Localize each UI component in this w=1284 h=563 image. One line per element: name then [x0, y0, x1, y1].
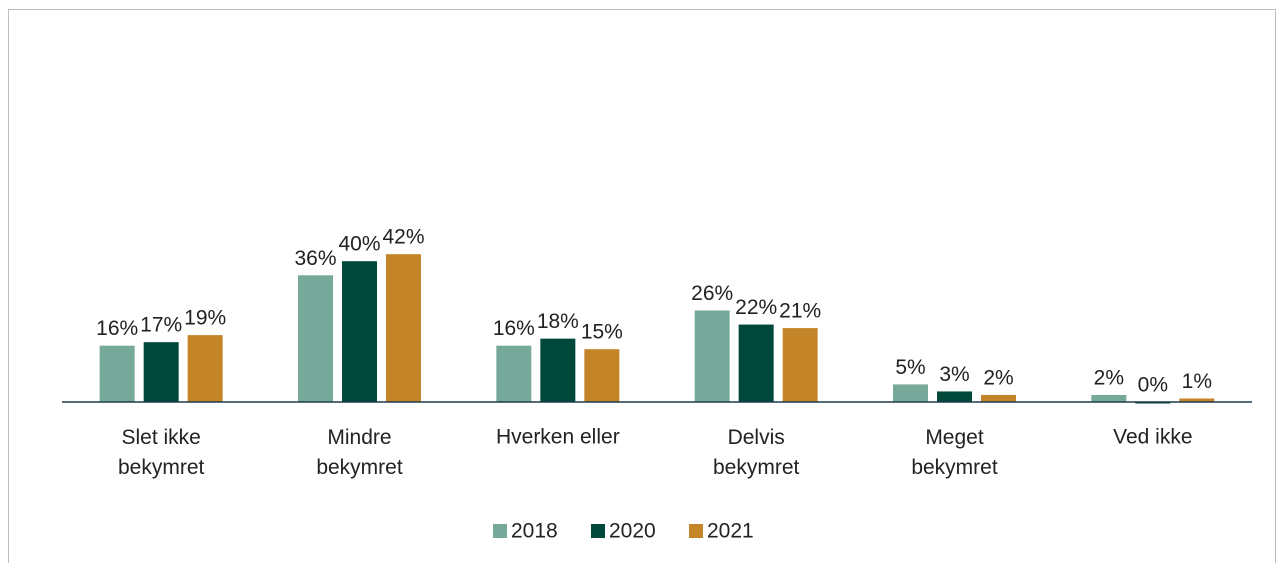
x-tick-label: Meget bekymret — [911, 426, 998, 479]
bar — [496, 345, 532, 402]
legend-swatch — [493, 524, 507, 538]
legend-label: 2018 — [511, 520, 558, 543]
chart-border — [8, 9, 1276, 563]
legend-label: 2021 — [707, 520, 754, 543]
bar — [540, 338, 576, 402]
bar — [99, 345, 135, 402]
bar — [342, 261, 377, 402]
value-label: 40% — [338, 233, 380, 256]
bar — [584, 349, 620, 402]
bar — [782, 328, 818, 402]
value-label: 16% — [96, 317, 138, 340]
value-label: 2% — [1094, 367, 1124, 390]
value-label: 5% — [895, 356, 925, 379]
x-tick-label: Mindre bekymret — [316, 426, 403, 479]
value-label: 15% — [581, 321, 623, 344]
bar — [1091, 394, 1127, 402]
value-label: 21% — [779, 300, 821, 323]
value-label: 17% — [140, 314, 182, 337]
legend-swatch — [591, 524, 605, 538]
bar — [694, 310, 730, 402]
value-label: 1% — [1182, 370, 1212, 393]
bar — [981, 394, 1016, 402]
bar — [386, 254, 421, 402]
bar — [893, 384, 928, 402]
bar — [298, 275, 333, 402]
value-label: 0% — [1138, 374, 1168, 397]
value-label: 18% — [537, 310, 579, 333]
bar — [143, 342, 179, 402]
value-label: 2% — [983, 367, 1013, 390]
x-tick-label: Delvis bekymret — [713, 426, 800, 479]
legend-swatch — [689, 524, 703, 538]
x-tick-label: Ved ikke — [1113, 426, 1192, 449]
value-label: 42% — [382, 226, 424, 249]
legend-label: 2020 — [609, 520, 656, 543]
value-label: 3% — [939, 363, 969, 386]
value-label: 22% — [735, 296, 777, 319]
value-label: 16% — [493, 317, 535, 340]
x-tick-label: Hverken eller — [496, 426, 620, 449]
value-label: 26% — [691, 282, 733, 305]
value-label: 19% — [184, 307, 226, 330]
bar — [738, 324, 774, 402]
bar — [1179, 398, 1215, 402]
value-label: 36% — [294, 247, 336, 270]
bar — [937, 391, 972, 402]
x-tick-label: Slet ikke bekymret — [118, 426, 205, 479]
bar — [187, 335, 223, 402]
